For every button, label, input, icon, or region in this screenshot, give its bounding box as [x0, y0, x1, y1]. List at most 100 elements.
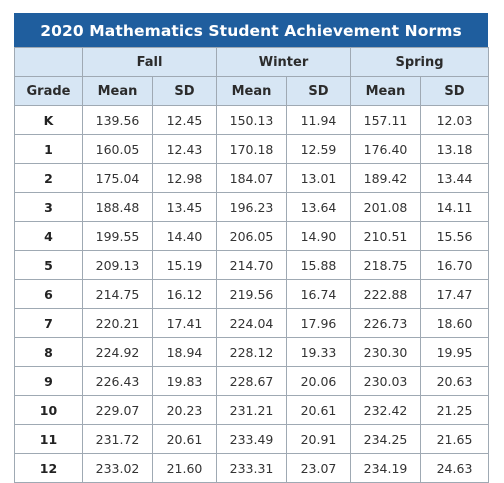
fall-mean-cell: 160.05 [82, 134, 153, 164]
column-header-spring-sd: SD [419, 76, 490, 106]
spring-mean-cell: 232.42 [350, 395, 421, 425]
table-row: 4 199.55 14.40 206.05 14.90 210.51 15.56 [14, 221, 490, 251]
fall-mean-cell: 229.07 [82, 395, 153, 425]
spring-mean-cell: 234.19 [350, 453, 421, 483]
spring-sd-cell: 18.60 [419, 308, 490, 338]
spring-mean-cell: 226.73 [350, 308, 421, 338]
spring-mean-cell: 218.75 [350, 250, 421, 280]
table-row: 7 220.21 17.41 224.04 17.96 226.73 18.60 [14, 308, 490, 338]
fall-sd-cell: 20.23 [152, 395, 217, 425]
table-row: 2 175.04 12.98 184.07 13.01 189.42 13.44 [14, 163, 490, 193]
spring-mean-cell: 234.25 [350, 424, 421, 454]
spring-sd-cell: 19.95 [419, 337, 490, 367]
table-body: K 139.56 12.45 150.13 11.94 157.11 12.03 1 160.0… [14, 105, 490, 483]
grade-cell: 12 [14, 453, 83, 483]
grade-cell: 3 [14, 192, 83, 222]
spring-sd-cell: 21.65 [419, 424, 490, 454]
grade-cell: 11 [14, 424, 83, 454]
spring-sd-cell: 12.03 [419, 105, 490, 135]
winter-sd-cell: 13.01 [286, 163, 351, 193]
spring-mean-cell: 230.30 [350, 337, 421, 367]
header-blank-cell [14, 47, 83, 77]
grade-cell: 4 [14, 221, 83, 251]
spring-mean-cell: 176.40 [350, 134, 421, 164]
column-header-spring-mean: Mean [350, 76, 421, 106]
column-header-row: Grade Mean SD Mean SD Mean SD [14, 76, 490, 106]
winter-sd-cell: 15.88 [286, 250, 351, 280]
fall-mean-cell: 139.56 [82, 105, 153, 135]
winter-sd-cell: 23.07 [286, 453, 351, 483]
column-header-winter-mean: Mean [216, 76, 287, 106]
fall-mean-cell: 220.21 [82, 308, 153, 338]
fall-sd-cell: 12.45 [152, 105, 217, 135]
fall-mean-cell: 233.02 [82, 453, 153, 483]
spring-sd-cell: 24.63 [419, 453, 490, 483]
fall-sd-cell: 21.60 [152, 453, 217, 483]
table-row: 12 233.02 21.60 233.31 23.07 234.19 24.63 [14, 453, 490, 483]
spring-sd-cell: 15.56 [419, 221, 490, 251]
fall-mean-cell: 209.13 [82, 250, 153, 280]
grade-cell: K [14, 105, 83, 135]
fall-mean-cell: 224.92 [82, 337, 153, 367]
winter-mean-cell: 214.70 [216, 250, 287, 280]
fall-sd-cell: 14.40 [152, 221, 217, 251]
table-row: 10 229.07 20.23 231.21 20.61 232.42 21.25 [14, 395, 490, 425]
spring-mean-cell: 210.51 [350, 221, 421, 251]
season-header-spring: Spring [349, 47, 490, 77]
fall-sd-cell: 12.98 [152, 163, 217, 193]
fall-mean-cell: 214.75 [82, 279, 153, 309]
norms-table: Fall Winter Spring Grade Mean SD Mean SD… [14, 47, 490, 483]
table-row: 6 214.75 16.12 219.56 16.74 222.88 17.47 [14, 279, 490, 309]
fall-sd-cell: 19.83 [152, 366, 217, 396]
table-row: 1 160.05 12.43 170.18 12.59 176.40 13.18 [14, 134, 490, 164]
grade-cell: 7 [14, 308, 83, 338]
winter-sd-cell: 13.64 [286, 192, 351, 222]
winter-mean-cell: 233.49 [216, 424, 287, 454]
winter-sd-cell: 20.91 [286, 424, 351, 454]
table-row: 9 226.43 19.83 228.67 20.06 230.03 20.63 [14, 366, 490, 396]
fall-sd-cell: 16.12 [152, 279, 217, 309]
spring-sd-cell: 13.18 [419, 134, 490, 164]
season-header-winter: Winter [216, 47, 351, 77]
fall-mean-cell: 199.55 [82, 221, 153, 251]
norms-table-container: 2020 Mathematics Student Achievement Nor… [14, 13, 490, 483]
table-row: K 139.56 12.45 150.13 11.94 157.11 12.03 [14, 105, 490, 135]
spring-sd-cell: 16.70 [419, 250, 490, 280]
spring-mean-cell: 157.11 [350, 105, 421, 135]
spring-mean-cell: 201.08 [350, 192, 421, 222]
grade-cell: 9 [14, 366, 83, 396]
fall-mean-cell: 188.48 [82, 192, 153, 222]
winter-mean-cell: 196.23 [216, 192, 287, 222]
fall-mean-cell: 226.43 [82, 366, 153, 396]
grade-cell: 8 [14, 337, 83, 367]
column-header-fall-sd: SD [152, 76, 217, 106]
table-title: 2020 Mathematics Student Achievement Nor… [14, 13, 488, 47]
grade-cell: 5 [14, 250, 83, 280]
grade-cell: 1 [14, 134, 83, 164]
spring-sd-cell: 21.25 [419, 395, 490, 425]
spring-sd-cell: 20.63 [419, 366, 490, 396]
fall-mean-cell: 175.04 [82, 163, 153, 193]
winter-mean-cell: 150.13 [216, 105, 287, 135]
fall-sd-cell: 12.43 [152, 134, 217, 164]
winter-sd-cell: 16.74 [286, 279, 351, 309]
fall-mean-cell: 231.72 [82, 424, 153, 454]
winter-sd-cell: 12.59 [286, 134, 351, 164]
grade-cell: 10 [14, 395, 83, 425]
winter-sd-cell: 11.94 [286, 105, 351, 135]
winter-sd-cell: 19.33 [286, 337, 351, 367]
season-header-row: Fall Winter Spring [14, 47, 490, 77]
fall-sd-cell: 15.19 [152, 250, 217, 280]
fall-sd-cell: 20.61 [152, 424, 217, 454]
winter-sd-cell: 20.06 [286, 366, 351, 396]
winter-mean-cell: 228.67 [216, 366, 287, 396]
fall-sd-cell: 13.45 [152, 192, 217, 222]
winter-sd-cell: 17.96 [286, 308, 351, 338]
winter-mean-cell: 206.05 [216, 221, 287, 251]
table-row: 8 224.92 18.94 228.12 19.33 230.30 19.95 [14, 337, 490, 367]
column-header-winter-sd: SD [286, 76, 351, 106]
fall-sd-cell: 18.94 [152, 337, 217, 367]
table-row: 11 231.72 20.61 233.49 20.91 234.25 21.65 [14, 424, 490, 454]
season-header-fall: Fall [82, 47, 217, 77]
winter-sd-cell: 20.61 [286, 395, 351, 425]
